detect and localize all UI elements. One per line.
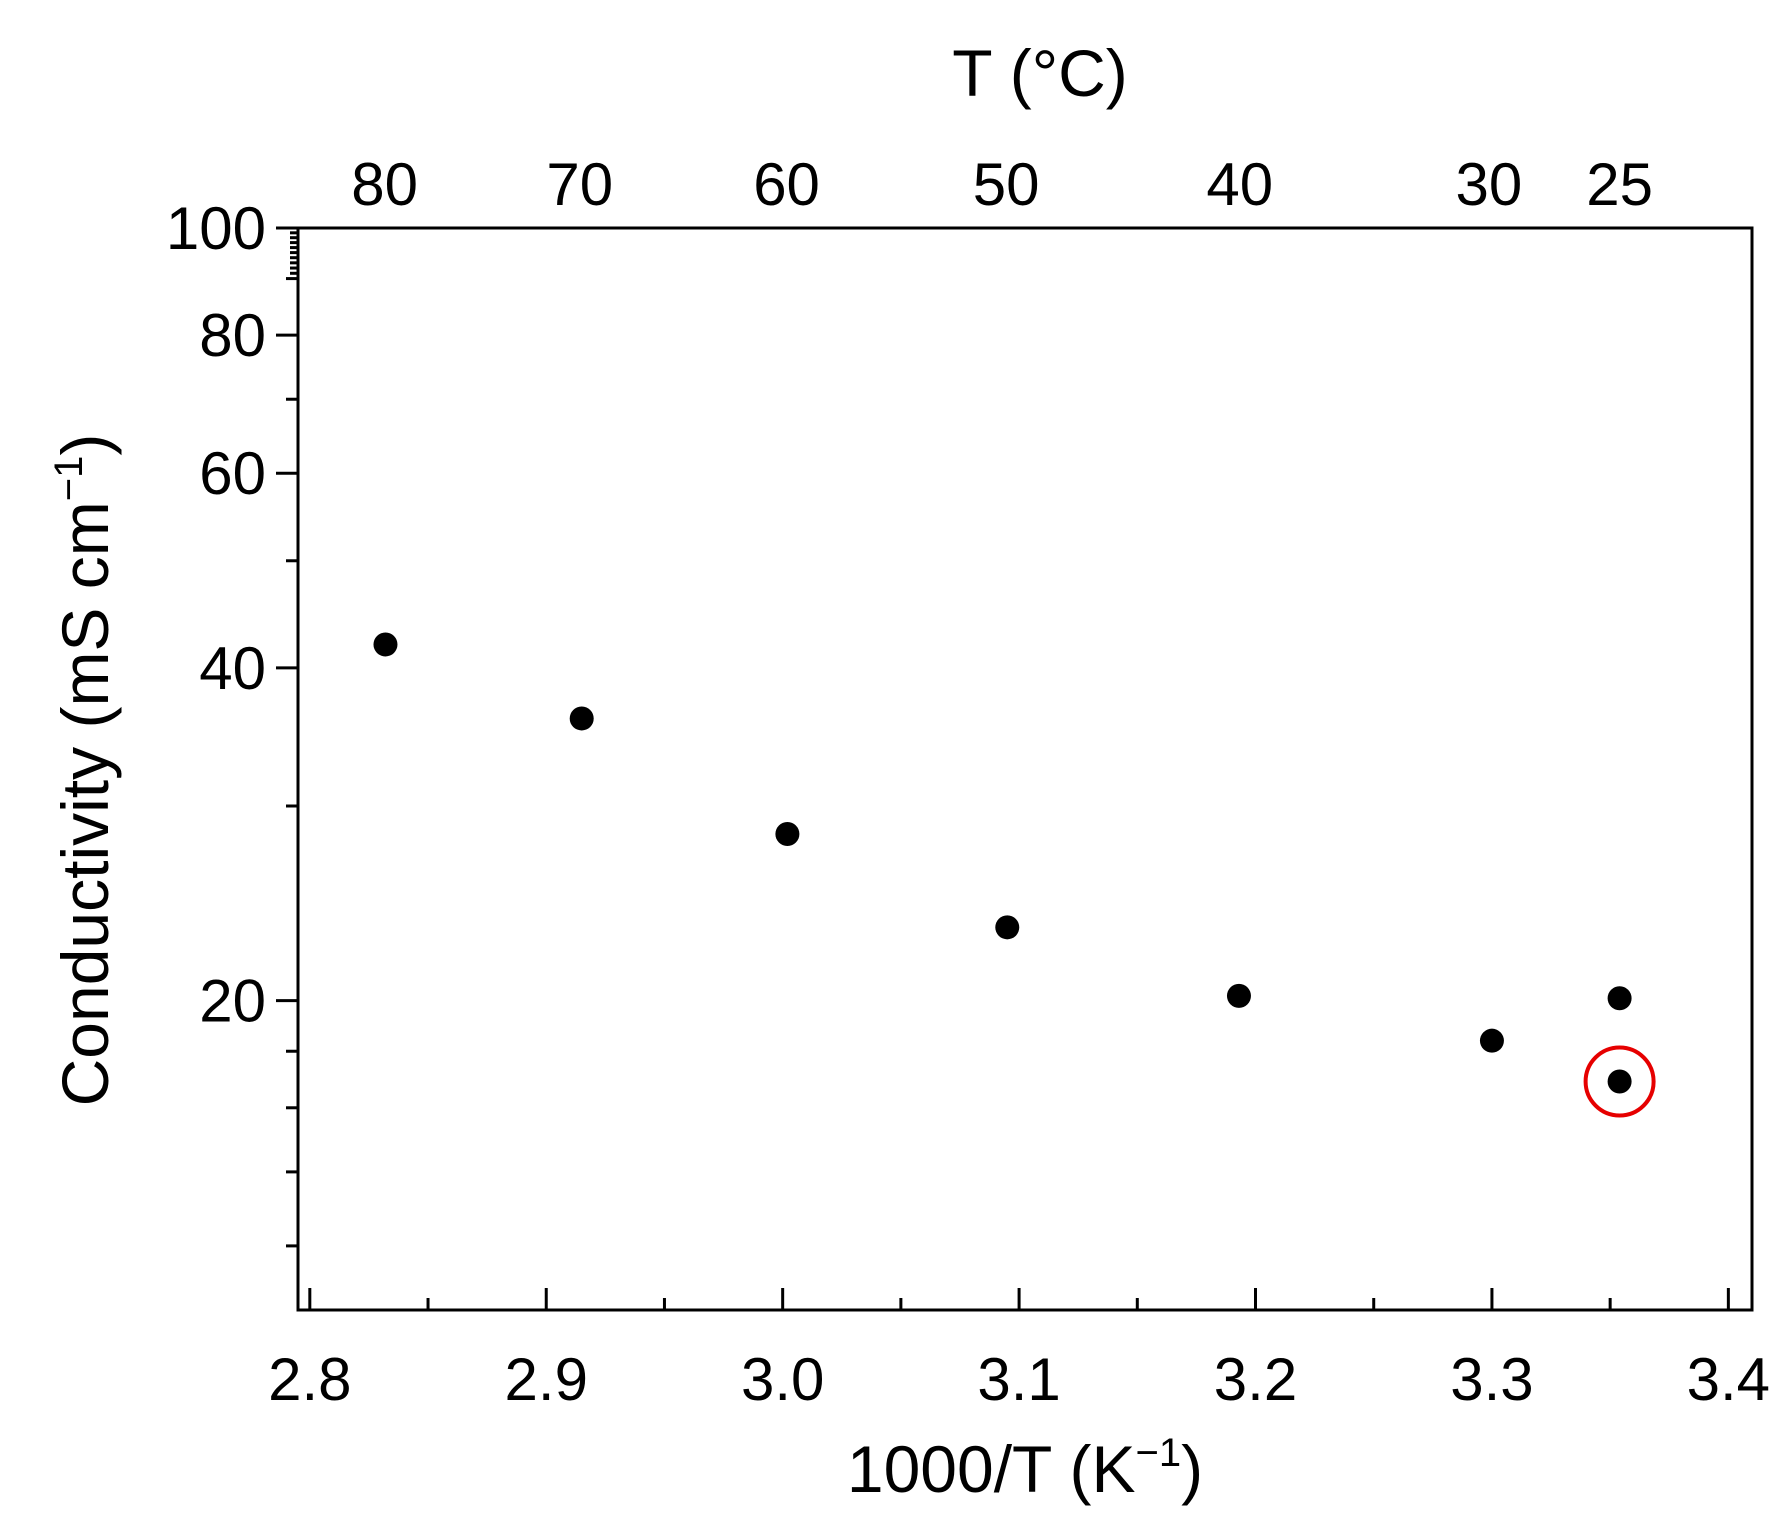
data-point (1607, 986, 1632, 1011)
x-axis-title: 1000/T (K−1) (847, 1431, 1203, 1506)
y-tick-label: 60 (199, 440, 266, 507)
y-axis-title: Conductivity (mS cm−1) (47, 434, 122, 1107)
plot-frame (296, 226, 1754, 1312)
y-tick-label: 100 (166, 195, 266, 262)
x-tick-label: 3.4 (1687, 1346, 1770, 1413)
x-tick-labels: 2.8 2.9 3.0 3.1 3.2 3.3 3.4 (268, 1346, 1770, 1413)
top-tick-label: 25 (1586, 151, 1653, 218)
data-point (569, 706, 594, 731)
data-point (995, 915, 1020, 940)
x-tick-label: 3.2 (1214, 1346, 1297, 1413)
y-tick-label: 40 (199, 635, 266, 702)
y-tick-labels: 20 40 60 80 100 (166, 195, 266, 1035)
y-tick-label: 20 (199, 968, 266, 1035)
x-tick-label: 3.3 (1450, 1346, 1533, 1413)
top-axis-title: T (°C) (952, 36, 1127, 110)
y-tick-label: 80 (199, 302, 266, 369)
highlight-group (1583, 1045, 1656, 1118)
top-tick-label: 40 (1206, 151, 1273, 218)
top-tick-label: 50 (973, 151, 1040, 218)
top-tick-label: 30 (1455, 151, 1522, 218)
top-tick-label: 70 (546, 151, 613, 218)
top-tick-labels: 80 70 60 50 40 30 25 (351, 151, 1653, 218)
data-points (373, 632, 1632, 1094)
highlight-circle (1583, 1045, 1656, 1118)
data-point (1226, 983, 1251, 1008)
x-tick-label: 2.9 (505, 1346, 588, 1413)
x-tick-label: 2.8 (268, 1346, 351, 1413)
tick-marks (276, 226, 1730, 1310)
top-tick-label: 60 (753, 151, 820, 218)
x-tick-label: 3.1 (977, 1346, 1060, 1413)
data-point (775, 822, 800, 847)
data-point (1607, 1069, 1632, 1094)
data-point (373, 632, 398, 657)
data-point (1479, 1028, 1504, 1053)
top-tick-label: 80 (351, 151, 418, 218)
x-tick-label: 3.0 (741, 1346, 824, 1413)
